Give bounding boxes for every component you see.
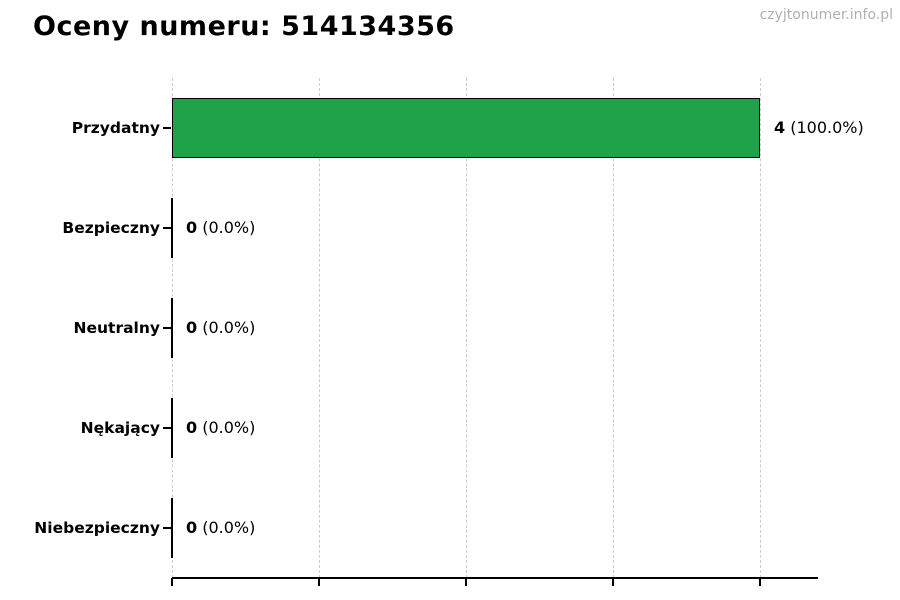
x-tick-2 — [465, 578, 467, 586]
gridline-x-1 — [319, 78, 320, 578]
value-label-4: 0 (0.0%) — [186, 518, 255, 537]
bar-0 — [172, 98, 760, 158]
y-tick-2 — [163, 327, 171, 329]
y-tick-1 — [163, 227, 171, 229]
value-count-4: 0 — [186, 518, 198, 538]
category-label-4: Niebezpieczny — [34, 519, 160, 537]
zero-bar-2 — [171, 298, 173, 358]
y-tick-4 — [163, 527, 171, 529]
category-label-0: Przydatny — [71, 119, 160, 137]
category-label-3: Nękający — [80, 419, 160, 437]
value-count-3: 0 — [186, 418, 198, 438]
value-percent-3: (0.0%) — [197, 418, 256, 438]
chart-title: Oceny numeru: 514134356 — [33, 11, 455, 42]
gridline-x-4 — [760, 78, 761, 578]
value-percent-4: (0.0%) — [197, 518, 256, 538]
value-percent-2: (0.0%) — [197, 318, 256, 338]
x-tick-0 — [171, 578, 173, 586]
x-tick-1 — [318, 578, 320, 586]
x-tick-3 — [612, 578, 614, 586]
value-label-2: 0 (0.0%) — [186, 318, 255, 337]
zero-bar-4 — [171, 498, 173, 558]
y-tick-0 — [163, 127, 171, 129]
zero-bar-3 — [171, 398, 173, 458]
gridline-x-2 — [466, 78, 467, 578]
category-label-2: Neutralny — [73, 319, 160, 337]
x-tick-4 — [759, 578, 761, 586]
y-tick-3 — [163, 427, 171, 429]
gridline-x-3 — [613, 78, 614, 578]
value-percent-1: (0.0%) — [197, 218, 256, 238]
value-label-3: 0 (0.0%) — [186, 418, 255, 437]
value-count-0: 4 — [774, 118, 786, 138]
x-axis-line — [172, 577, 818, 579]
value-label-0: 4 (100.0%) — [774, 118, 864, 137]
watermark-site-label: czyjtonumer.info.pl — [759, 7, 893, 23]
value-percent-0: (100.0%) — [785, 118, 864, 138]
zero-bar-1 — [171, 198, 173, 258]
category-label-1: Bezpieczny — [62, 219, 160, 237]
plot-area — [163, 78, 818, 586]
value-label-1: 0 (0.0%) — [186, 218, 255, 237]
value-count-1: 0 — [186, 218, 198, 238]
value-count-2: 0 — [186, 318, 198, 338]
